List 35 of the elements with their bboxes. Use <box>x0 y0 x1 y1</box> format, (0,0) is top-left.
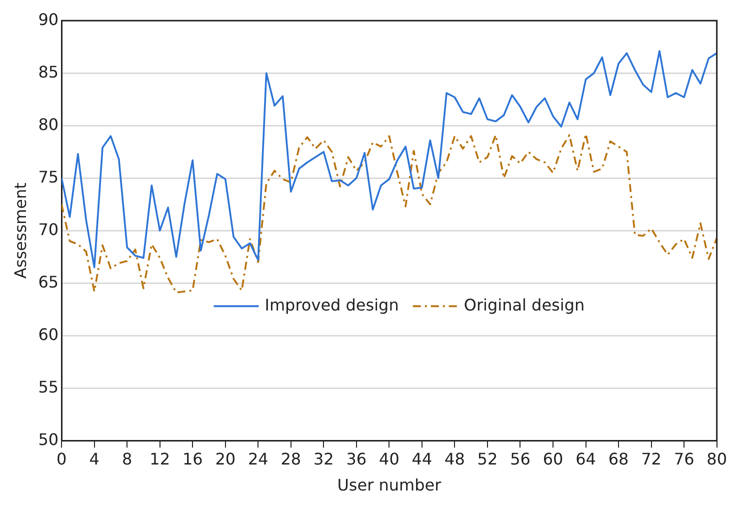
x-tick-label: 0 <box>56 449 67 468</box>
x-tick-label: 16 <box>182 449 203 468</box>
x-axis-title: User number <box>337 476 442 495</box>
legend-label: Improved design <box>264 295 399 314</box>
x-tick-label: 24 <box>248 449 268 468</box>
y-tick-label: 80 <box>38 114 59 134</box>
line-series <box>62 133 717 294</box>
x-tick-label: 48 <box>444 449 465 468</box>
x-tick-label: 8 <box>122 449 132 468</box>
y-tick-label: 90 <box>38 10 59 29</box>
x-tick-label: 52 <box>477 449 498 468</box>
y-axis-title: Assessment <box>10 182 30 279</box>
y-tick-label: 60 <box>38 324 59 344</box>
x-tick-label: 44 <box>412 449 432 468</box>
y-tick-label: 85 <box>38 62 59 82</box>
x-tick-label: 28 <box>280 449 302 468</box>
x-tick-label: 80 <box>706 449 727 468</box>
x-tick-label: 60 <box>542 449 564 468</box>
x-tick-label: 12 <box>150 449 170 468</box>
y-tick-label: 70 <box>38 220 59 239</box>
y-tick-label: 55 <box>38 377 59 396</box>
legend-label: Original design <box>464 295 585 314</box>
x-tick-label: 32 <box>313 449 334 468</box>
x-tick-label: 40 <box>379 449 400 468</box>
x-tick-label: 20 <box>215 449 236 468</box>
x-tick-label: 76 <box>674 449 694 468</box>
x-tick-label: 64 <box>576 449 596 468</box>
y-tick-label: 50 <box>38 430 59 449</box>
x-tick-label: 36 <box>346 449 367 468</box>
x-tick-label: 68 <box>608 449 629 468</box>
y-tick-label: 65 <box>38 272 59 292</box>
y-tick-label: 75 <box>38 167 59 186</box>
x-tick-label: 56 <box>510 449 530 468</box>
x-tick-label: 72 <box>641 449 662 468</box>
x-tick-label: 4 <box>89 449 100 468</box>
